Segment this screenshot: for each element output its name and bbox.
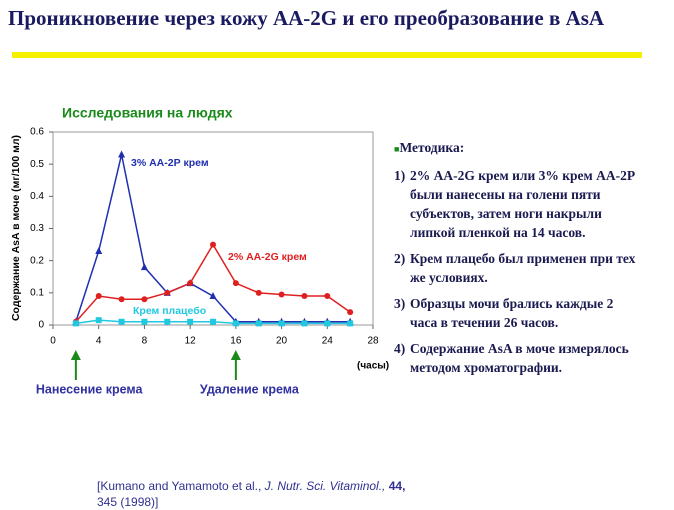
slide-title: Проникновение через кожу АА-2G и его пре…	[8, 6, 605, 30]
x-tick-label: 24	[322, 336, 334, 347]
series-label: 2% АА-2G крем	[228, 251, 307, 263]
y-tick-label: 0.4	[30, 191, 44, 202]
y-tick-label: 0	[38, 320, 44, 331]
marker	[141, 318, 148, 325]
marker	[118, 318, 125, 325]
heading-text: Методика:	[399, 140, 465, 155]
item-number: 3)	[394, 296, 406, 311]
marker	[187, 280, 194, 287]
method-item: 1) 2% АА-2G крем или 3% крем АА-2Р были н…	[394, 166, 654, 242]
marker	[232, 320, 239, 327]
x-axis-label: (часы)	[357, 361, 389, 372]
marker	[164, 289, 171, 296]
y-axis-label: Содержание AsA в моче (мг/100 мл)	[10, 135, 22, 321]
marker	[72, 320, 79, 327]
marker	[278, 291, 285, 298]
item-text: Крем плацебо был применен при тех же усл…	[410, 251, 636, 285]
series-line	[75, 243, 351, 323]
y-tick-label: 0.2	[30, 255, 44, 266]
title-underline	[12, 52, 642, 58]
marker	[95, 317, 102, 324]
marker	[278, 320, 285, 327]
method-heading: ■Методика:	[394, 140, 465, 155]
marker	[255, 289, 262, 296]
method-item: 2) Крем плацебо был применен при тех же у…	[394, 249, 654, 287]
marker	[324, 293, 331, 300]
item-text: 2% АА-2G крем или 3% крем АА-2Р были нан…	[410, 168, 636, 240]
annotation-text: Удаление крема	[200, 382, 300, 396]
x-tick-label: 4	[96, 336, 102, 347]
citation: [Kumano and Yamamoto et al., J. Nutr. Sc…	[97, 478, 417, 510]
marker	[164, 318, 171, 325]
marker	[347, 320, 354, 327]
item-text: Содержание AsA в моче измерялось методом…	[410, 341, 629, 375]
series-label: Крем плацебо	[133, 305, 206, 317]
marker	[301, 293, 308, 300]
marker	[255, 320, 262, 327]
x-tick-label: 8	[142, 336, 148, 347]
marker	[95, 293, 102, 300]
citation-rest: 345 (1998)]	[97, 495, 159, 509]
y-tick-label: 0.5	[30, 159, 44, 170]
series-label: 3% АА-2Р крем	[131, 157, 209, 169]
y-tick-label: 0.3	[30, 223, 44, 234]
citation-volume: 44,	[388, 479, 406, 493]
item-text: Образцы мочи брались каждые 2 часа в теч…	[410, 296, 614, 330]
marker	[187, 318, 194, 325]
chart-subtitle: Исследования на людях	[62, 105, 233, 121]
method-item: 4) Содержание AsA в моче измерялось метод…	[394, 339, 654, 377]
marker	[118, 296, 125, 303]
x-tick-label: 16	[230, 336, 242, 347]
x-tick-label: 12	[185, 336, 197, 347]
marker	[232, 280, 239, 287]
method-item: 3) Образцы мочи брались каждые 2 часа в т…	[394, 294, 654, 332]
chart: Исследования на людях Содержание AsA в м…	[10, 105, 389, 397]
marker	[118, 150, 126, 158]
annotation-text: Нанесение крема	[36, 382, 144, 396]
x-tick-label: 28	[367, 336, 379, 347]
marker	[141, 296, 148, 303]
arrow-head	[70, 350, 81, 360]
citation-authors: [Kumano and Yamamoto et al.,	[97, 479, 262, 493]
marker	[301, 320, 308, 327]
marker	[210, 318, 216, 325]
marker	[95, 247, 103, 255]
marker	[347, 309, 354, 316]
x-tick-label: 20	[276, 336, 288, 347]
method: ■Методика: 1) 2% АА-2G крем или 3% крем А…	[394, 138, 654, 377]
item-number: 1)	[394, 168, 406, 183]
y-tick-label: 0.6	[30, 127, 44, 138]
item-number: 2)	[394, 251, 406, 266]
arrow-head	[230, 350, 241, 360]
marker	[324, 320, 331, 327]
citation-journal: J. Nutr. Sci. Vitaminol.,	[264, 479, 386, 493]
marker	[140, 263, 148, 271]
x-tick-label: 0	[50, 336, 56, 347]
item-number: 4)	[394, 341, 406, 356]
marker	[209, 292, 217, 300]
y-tick-label: 0.1	[30, 287, 44, 298]
marker	[210, 241, 216, 248]
